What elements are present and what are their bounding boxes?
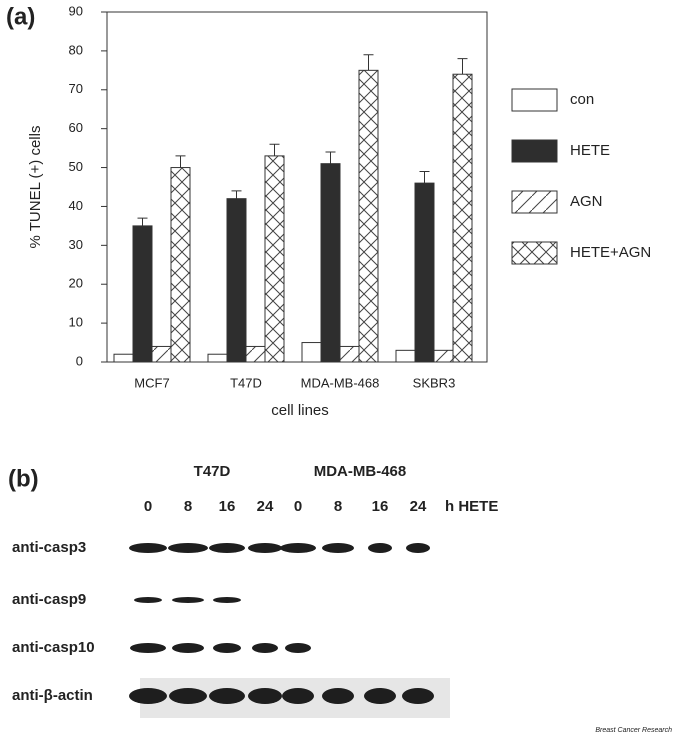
lane-label: 16 [372,498,389,515]
bar [301,342,322,363]
bar [132,225,153,363]
bar [207,353,228,363]
y-tick-label: 50 [69,159,83,174]
band [406,543,430,553]
legend-label: con [570,91,594,108]
panel-label: (a) [6,3,35,30]
bar [170,167,191,363]
footer: Breast Cancer Research [595,727,672,734]
band [285,643,311,653]
y-tick-label: 90 [69,3,83,18]
row-label: anti-β-actin [12,687,93,704]
band [280,543,316,553]
band [129,543,167,553]
legend-swatch [511,190,558,214]
band [213,597,241,603]
error-bar [457,58,468,75]
band [322,543,354,553]
band [129,688,167,704]
x-tick-label: MDA-MB-468 [301,375,380,390]
error-bar [419,170,430,184]
row-label: anti-casp3 [12,539,86,556]
legend-swatch [511,139,558,163]
bar [113,353,134,363]
band [130,643,166,653]
band [209,688,245,704]
error-bar [175,155,186,168]
band [209,543,245,553]
legend-label: HETE+AGN [570,244,651,261]
bar [452,73,473,363]
band [282,688,314,704]
bar [395,349,416,363]
legend-swatch [511,241,558,265]
lane-label: 24 [257,498,274,515]
group-label: T47D [194,463,231,480]
group-label: MDA-MB-468 [314,463,407,480]
band [169,688,207,704]
row-label: anti-casp10 [12,639,95,656]
bar [264,155,285,363]
band [213,643,241,653]
y-tick-label: 30 [69,237,83,252]
error-bar [269,143,280,156]
x-axis-label: cell lines [271,402,329,419]
legend-label: AGN [570,193,603,210]
x-tick-label: MCF7 [134,375,169,390]
bar [226,198,247,363]
band [364,688,396,704]
y-tick-label: 40 [69,198,83,213]
bar [245,345,266,363]
bar [358,69,379,363]
bar [414,182,435,363]
band [168,543,208,553]
error-bar [363,54,374,71]
plot-frame [106,11,488,363]
error-bar [325,151,336,164]
y-tick-label: 0 [76,353,83,368]
y-tick-label: 20 [69,276,83,291]
band [368,543,392,553]
lane-label: 16 [219,498,236,515]
y-axis-label: % TUNEL (+) cells [27,126,44,249]
lane-label: 0 [144,498,152,515]
band [172,597,204,603]
legend-swatch [511,88,558,112]
bar [339,345,360,363]
band [134,597,162,603]
lane-label: 24 [410,498,427,515]
bar [320,163,341,363]
band [402,688,434,704]
lane-label: 8 [334,498,342,515]
unit-label: h HETE [445,498,498,515]
y-tick-label: 70 [69,81,83,96]
lane-label: 0 [294,498,302,515]
x-tick-label: T47D [230,375,262,390]
y-tick-label: 80 [69,42,83,57]
bar [151,345,172,363]
bar [433,349,454,363]
panel-label: (b) [8,465,39,492]
band [252,643,278,653]
band [248,543,282,553]
band [322,688,354,704]
band [248,688,282,704]
lane-label: 8 [184,498,192,515]
y-tick-label: 10 [69,315,83,330]
x-tick-label: SKBR3 [413,375,456,390]
row-label: anti-casp9 [12,591,86,608]
legend-label: HETE [570,142,610,159]
error-bar [231,190,242,199]
error-bar [137,217,148,226]
band [172,643,204,653]
y-tick-label: 60 [69,120,83,135]
